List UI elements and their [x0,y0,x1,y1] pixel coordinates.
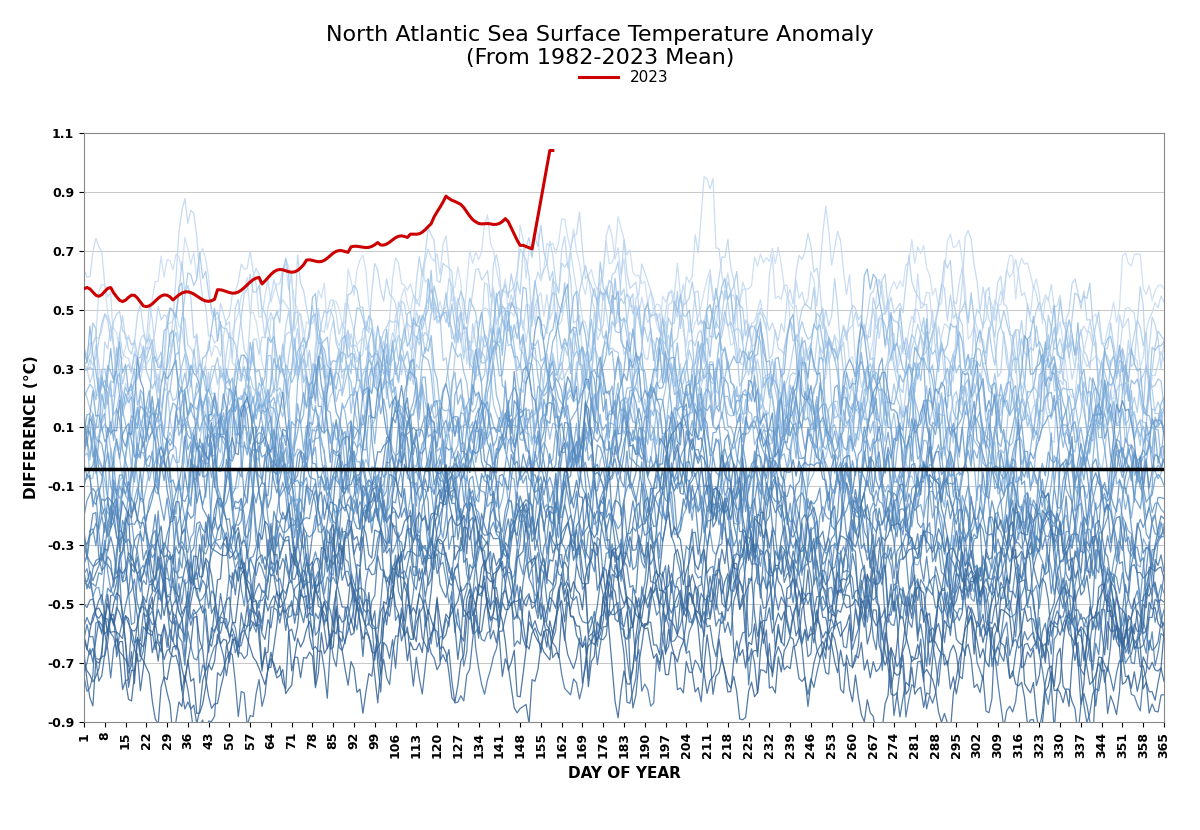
Y-axis label: DIFFERENCE (°C): DIFFERENCE (°C) [24,355,38,500]
X-axis label: DAY OF YEAR: DAY OF YEAR [568,766,680,781]
Legend: 2023: 2023 [574,64,674,91]
Text: North Atlantic Sea Surface Temperature Anomaly
(From 1982-2023 Mean): North Atlantic Sea Surface Temperature A… [326,25,874,68]
